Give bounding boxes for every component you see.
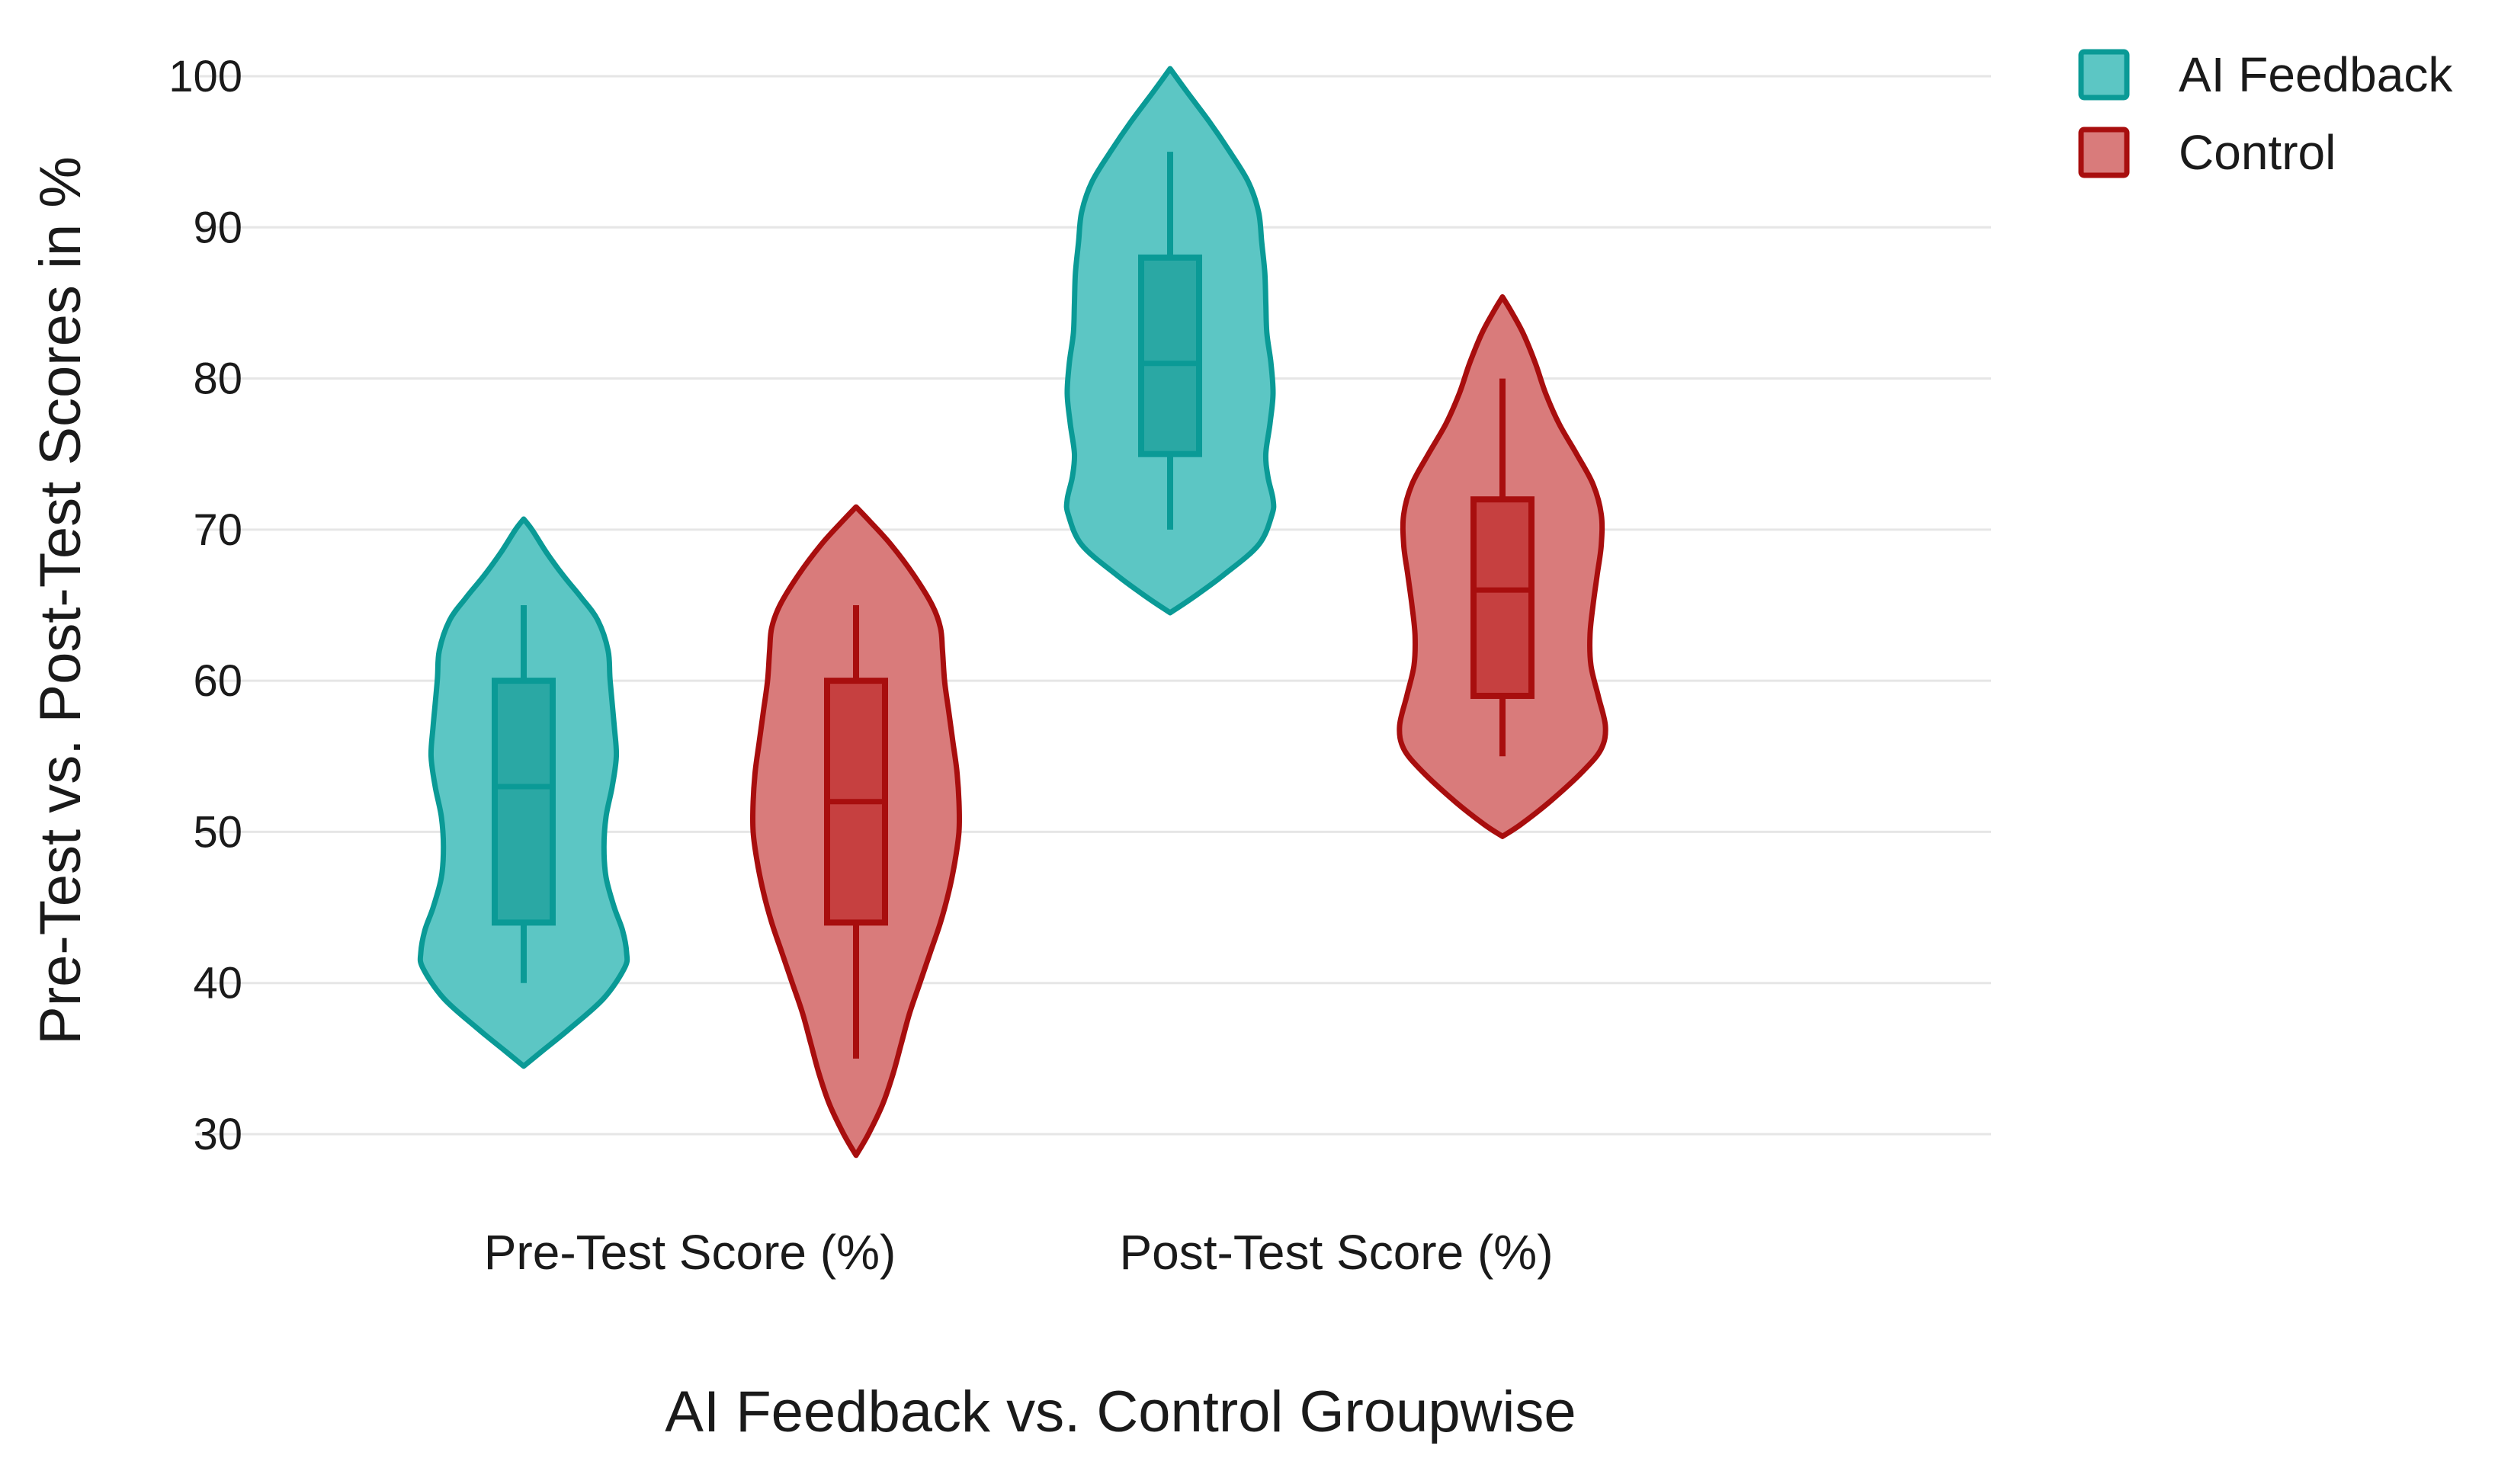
y-tick-label-100: 100 <box>168 52 242 101</box>
legend-label-control: Control <box>2179 125 2336 180</box>
x-axis-categories: Pre-Test Score (%) Post-Test Score (%) <box>484 1225 1554 1280</box>
violin-group-control-1 <box>749 504 963 1159</box>
y-axis-ticks: 30 40 50 60 70 80 90 100 <box>168 52 242 1159</box>
violin-group-control-2 <box>1397 294 1608 839</box>
legend-swatch-ai-feedback <box>2078 49 2130 101</box>
x-axis-title: AI Feedback vs. Control Groupwise <box>665 1380 1576 1444</box>
x-category-label-1: Pre-Test Score (%) <box>484 1225 896 1280</box>
y-axis-title: Pre-Test vs. Post-Test Scores in % <box>28 156 93 1045</box>
legend: AI Feedback Control <box>2078 47 2453 180</box>
violins <box>417 66 1608 1159</box>
y-tick-label-80: 80 <box>193 354 242 404</box>
box-control-2 <box>1470 496 1535 699</box>
y-tick-label-50: 50 <box>193 807 242 857</box>
y-tick-label-40: 40 <box>193 959 242 1008</box>
legend-swatch-control <box>2078 127 2130 178</box>
y-tick-label-70: 70 <box>193 505 242 555</box>
y-tick-label-60: 60 <box>193 656 242 706</box>
violin-group-ai-feedback-2 <box>1063 66 1277 616</box>
box-ai-feedback-2 <box>1138 254 1202 457</box>
box-ai-feedback-1 <box>492 678 556 926</box>
y-tick-label-90: 90 <box>193 203 242 252</box>
x-category-label-2: Post-Test Score (%) <box>1119 1225 1553 1280</box>
violin-group-ai-feedback-1 <box>417 516 630 1069</box>
legend-label-ai-feedback: AI Feedback <box>2179 47 2453 102</box>
y-tick-label-30: 30 <box>193 1110 242 1159</box>
